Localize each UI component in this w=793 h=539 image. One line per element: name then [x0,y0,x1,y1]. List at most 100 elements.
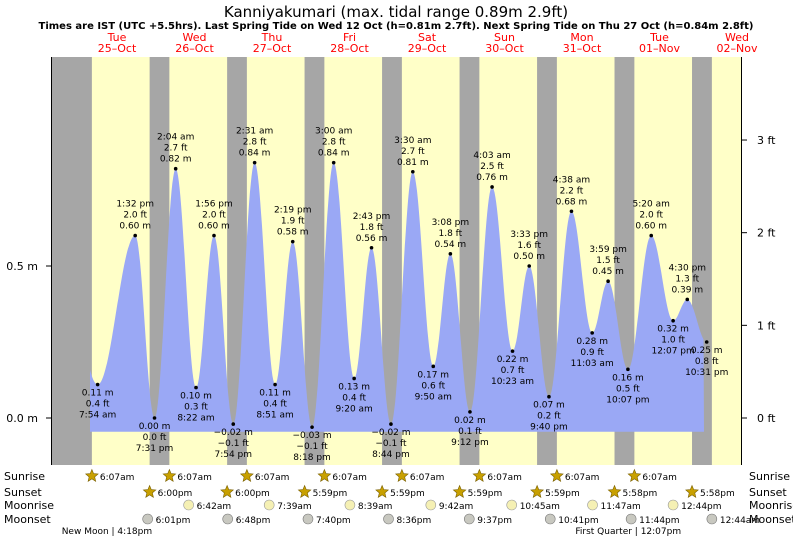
day-label-date: 28–Oct [330,42,369,55]
sunrise-row-label-right: Sunrise [749,470,790,483]
sunset-sun-icon [142,484,157,498]
sunset-row-label-right: Sunset [749,486,787,499]
tide-m-label: 0.45 m [592,267,624,277]
tide-point [448,252,453,256]
tide-m-label: 0.56 m [356,234,388,244]
tide-m-label: 0.25 m [691,346,723,356]
tide-curve-area [90,162,704,432]
tide-point [468,410,472,414]
moonrise-time: 8:39am [358,502,393,512]
tide-ft-label: 2.2 ft [560,186,584,196]
sunset-sun-icon [375,484,390,498]
tide-point [212,233,216,238]
tide-ft-label: 0.7 ft [501,366,525,376]
moonset-time: 7:40pm [316,516,351,526]
tide-ft-label: −0.1 ft [375,439,407,449]
tide-time-label: 2:31 am [236,127,273,137]
tide-time-label: 2:43 pm [353,212,391,222]
tide-time-label: 3:30 am [394,136,431,146]
tide-time-label: 9:40 pm [530,423,568,433]
tide-time-label: 12:07 pm [651,347,694,357]
tide-m-label: 0.60 m [635,222,667,232]
tide-m-label: 0.82 m [160,155,192,165]
tide-point [331,160,336,165]
sunset-sun-icon [685,484,699,498]
tide-m-label: 0.11 m [259,389,291,399]
tide-m-label: 0.68 m [556,197,588,207]
moonrise-time: 6:42am [197,502,232,512]
moonrise-row-label-left: Moonrise [4,499,54,512]
tide-point [95,382,100,387]
tide-m-label: −0.02 m [371,428,410,438]
right-axis-tick-label: 1 ft [757,319,776,332]
tide-time-label: 3:33 pm [510,230,548,240]
tide-ft-label: 2.5 ft [480,162,504,172]
moonrise-moon-icon [263,499,275,511]
left-axis-tick-label: 0.5 m [6,260,38,273]
tide-point [671,318,675,323]
tide-time-label: 8:44 pm [372,450,410,460]
day-label-dow: Sun [494,31,515,44]
tide-ft-label: 1.5 ft [596,256,620,266]
tide-m-label: 0.10 m [180,392,212,402]
sunset-time: 5:59pm [390,489,425,499]
tide-point [152,416,157,420]
sunrise-time: 6:07am [177,473,212,483]
day-label-dow: Wed [725,31,749,44]
tide-m-label: −0.02 m [214,428,253,438]
moonset-time: 10:41pm [558,516,598,526]
tide-m-label: 0.76 m [476,173,508,183]
tide-point [273,382,277,387]
moonrise-time: 12:44pm [681,502,721,512]
tide-point [547,394,551,399]
tide-point [569,209,574,214]
tide-point [606,279,610,284]
sunrise-sun-icon [317,468,332,482]
tide-point [590,331,594,335]
tide-time-label: 2:04 am [157,133,194,143]
tide-m-label: 0.32 m [657,325,689,335]
tide-ft-label: 0.4 ft [263,400,287,410]
sunrise-sun-icon [627,468,642,482]
tide-ft-label: 1.3 ft [675,274,699,284]
tide-time-label: 9:12 pm [451,438,489,448]
tide-point [626,367,630,372]
tide-ft-label: 0.6 ft [421,381,445,391]
moon-phase-label: First Quarter | 12:07pm [575,527,681,537]
chart-title: Kanniyakumari (max. tidal range 0.89m 2.… [224,3,568,21]
tide-m-label: 0.02 m [454,416,486,426]
tide-m-label: 0.60 m [119,222,151,232]
moonrise-moon-icon [183,499,194,511]
tide-m-label: 0.84 m [239,149,271,159]
tide-time-label: 3:59 pm [589,245,627,255]
moonrise-moon-icon [344,499,356,511]
moonset-moon-icon [222,513,234,525]
day-label-date: 31–Oct [563,42,602,55]
sunset-row-label-left: Sunset [4,486,42,499]
day-labels: Tue25–OctWed26–OctThu27–OctFri28–OctSat2… [98,31,758,55]
tide-m-label: 0.39 m [671,285,703,295]
tide-ft-label: 1.8 ft [360,223,384,233]
tide-ft-label: 2.8 ft [322,138,346,148]
sunrise-sun-icon [394,468,409,482]
tide-point [490,185,494,189]
tide-area [90,162,704,432]
tide-time-label: 11:03 am [571,359,614,369]
left-axis-tick-label: 0.0 m [6,412,38,425]
tide-m-label: 0.16 m [612,373,644,383]
sunset-sun-icon [607,484,622,498]
tide-m-label: 0.50 m [513,252,545,262]
day-label-dow: Tue [107,31,127,44]
tide-point [173,166,178,171]
tide-m-label: 0.07 m [533,401,565,411]
tide-ft-label: −0.1 ft [296,442,328,452]
moonrise-moon-icon [506,499,518,511]
moonset-moon-icon [302,513,314,525]
moonset-moon-icon [464,513,475,525]
tide-ft-label: 0.4 ft [342,393,366,403]
tide-time-label: 1:56 pm [195,200,233,210]
moonset-moon-icon [142,513,153,525]
tide-ft-label: 1.9 ft [281,217,305,227]
tide-time-label: 7:31 pm [136,444,174,454]
